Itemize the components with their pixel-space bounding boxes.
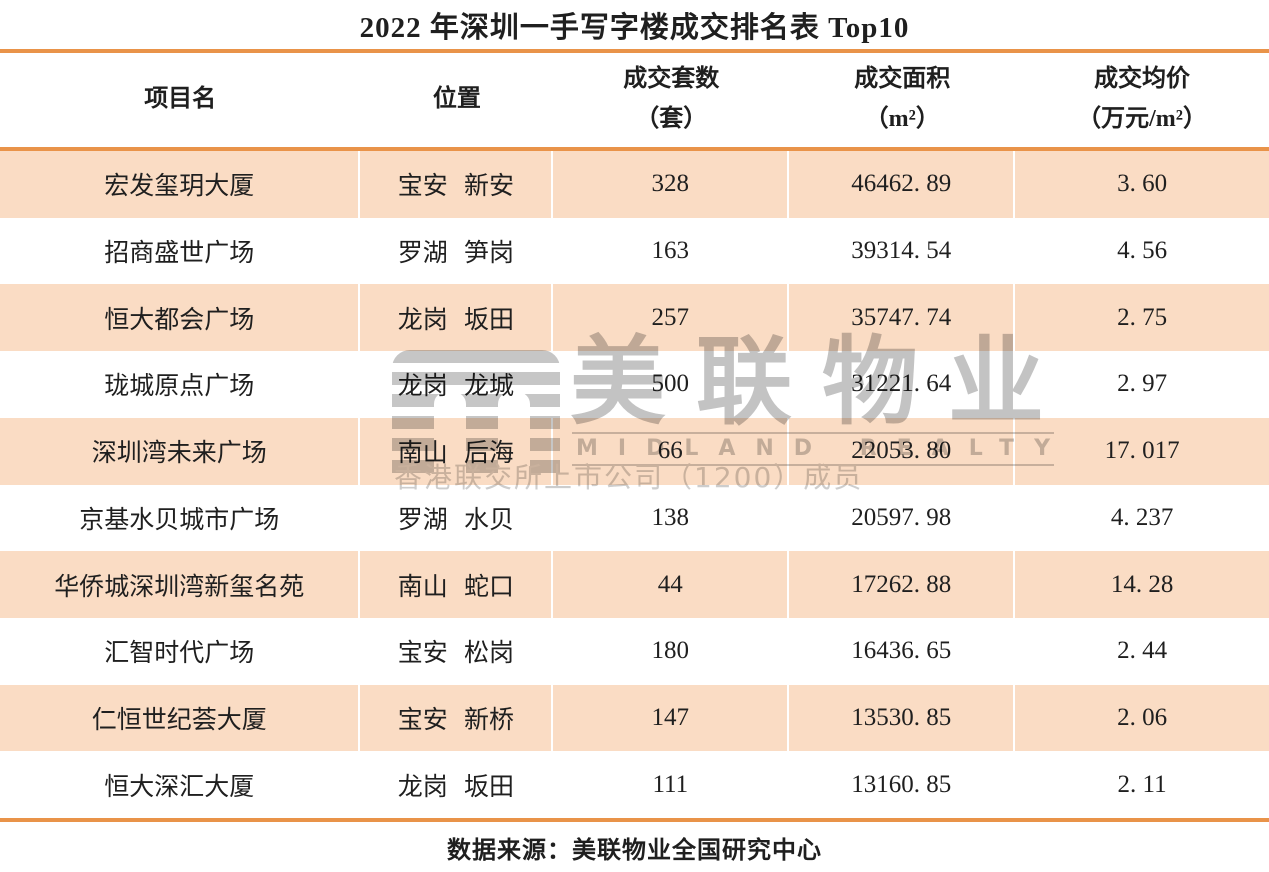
table-row: 恒大深汇大厦 龙岗 坂田 111 13160. 85 2. 11 <box>0 751 1269 819</box>
table-header-row: 项目名 位置 成交套数 （套） 成交面积 （m²） 成交均价 （万元/m²） <box>0 53 1269 147</box>
data-source-note: 数据来源：美联物业全国研究中心 <box>447 837 822 864</box>
divider-top <box>0 49 1269 53</box>
table-row: 仁恒世纪荟大厦 宝安 新桥 147 13530. 85 2. 06 <box>0 684 1269 752</box>
table-row: 恒大都会广场 龙岗 坂田 257 35747. 74 2. 75 <box>0 284 1269 352</box>
table-row: 深圳湾未来广场 南山 后海 66 22053. 80 17. 017 <box>0 417 1269 485</box>
column-header-price: 成交均价 （万元/m²） <box>1077 66 1207 132</box>
table-row: 汇智时代广场 宝安 松岗 180 16436. 65 2. 44 <box>0 617 1269 685</box>
column-header-units: 成交套数 （套） <box>623 66 720 132</box>
column-header-location: 位置 <box>432 86 481 113</box>
table-row: 华侨城深圳湾新玺名苑 南山 蛇口 44 17262. 88 14. 28 <box>0 551 1269 618</box>
table-row: 珑城原点广场 龙岗 龙城 500 31221. 64 2. 97 <box>0 351 1269 418</box>
divider-header <box>0 147 1269 151</box>
table-row: 宏发玺玥大厦 宝安 新安 328 46462. 89 3. 60 <box>0 151 1269 218</box>
table-body: 宏发玺玥大厦 宝安 新安 328 46462. 89 3. 60 招商盛世广场 罗湖 笋岗… <box>0 151 1269 819</box>
divider-bottom <box>0 818 1269 822</box>
column-header-area: 成交面积 （m²） <box>854 66 951 132</box>
table-row: 京基水贝城市广场 罗湖 水贝 138 20597. 98 4. 237 <box>0 484 1269 552</box>
page-title: 2022 年深圳一手写字楼成交排名表 Top10 <box>359 11 910 44</box>
column-header-project: 项目名 <box>144 86 217 113</box>
table-row: 招商盛世广场 罗湖 笋岗 163 39314. 54 4. 56 <box>0 217 1269 285</box>
